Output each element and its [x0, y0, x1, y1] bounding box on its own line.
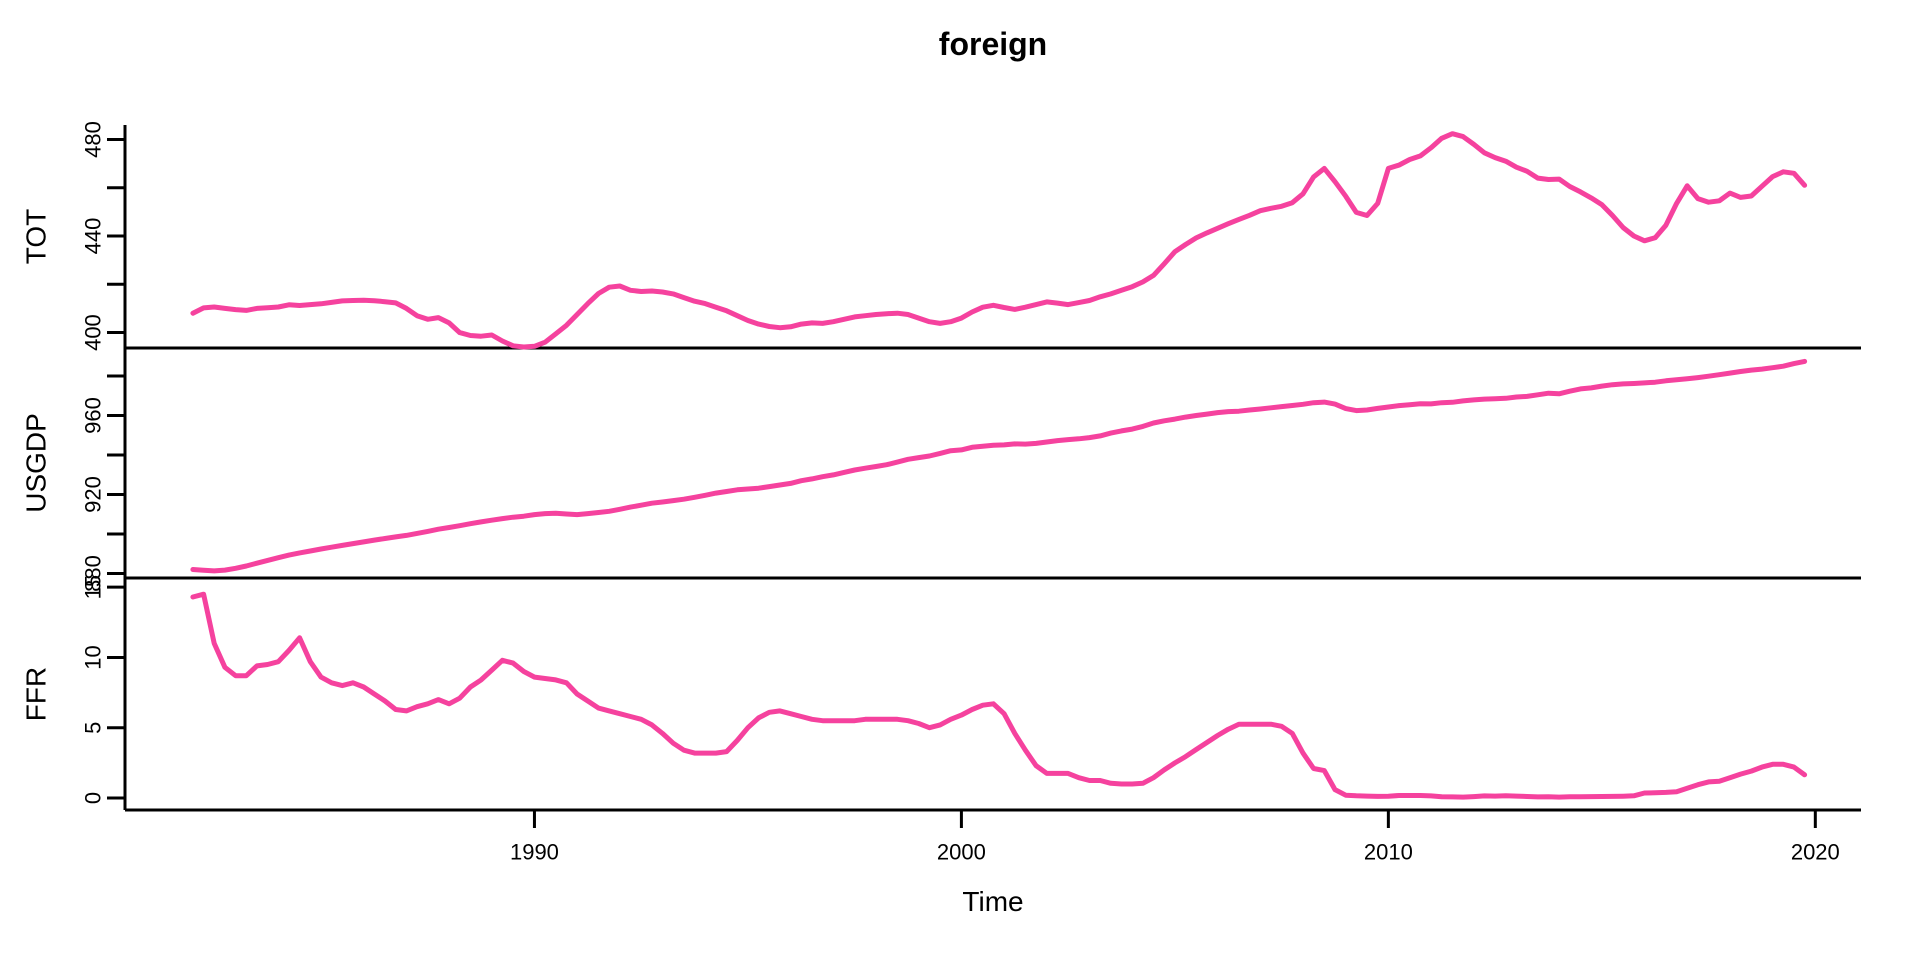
- x-axis-title: Time: [962, 886, 1024, 917]
- x-tick-label: 2020: [1791, 840, 1840, 865]
- x-tick-label: 1990: [510, 840, 559, 865]
- series-line-ffr: [190, 591, 1808, 800]
- y-tick-label: 15: [81, 575, 106, 599]
- x-tick-label: 2000: [937, 840, 986, 865]
- y-tick-label: 400: [81, 314, 106, 351]
- panel-ylabel-ffr: FFR: [21, 667, 52, 721]
- y-tick-label: 5: [81, 722, 106, 734]
- chart-title: foreign: [938, 26, 1048, 62]
- y-tick-label: 0: [81, 792, 106, 804]
- series-line-tot: [190, 131, 1808, 350]
- series-line-usgdp: [190, 358, 1808, 574]
- y-tick-label: 920: [81, 476, 106, 513]
- y-tick-label: 880: [81, 555, 106, 592]
- panel-ylabel-tot: TOT: [21, 209, 52, 264]
- panel-ylabel-usgdp: USGDP: [21, 413, 52, 513]
- y-tick-label: 960: [81, 397, 106, 434]
- y-tick-label: 440: [81, 218, 106, 255]
- x-tick-label: 2010: [1364, 840, 1413, 865]
- y-tick-label: 10: [81, 645, 106, 669]
- y-tick-label: 480: [81, 121, 106, 158]
